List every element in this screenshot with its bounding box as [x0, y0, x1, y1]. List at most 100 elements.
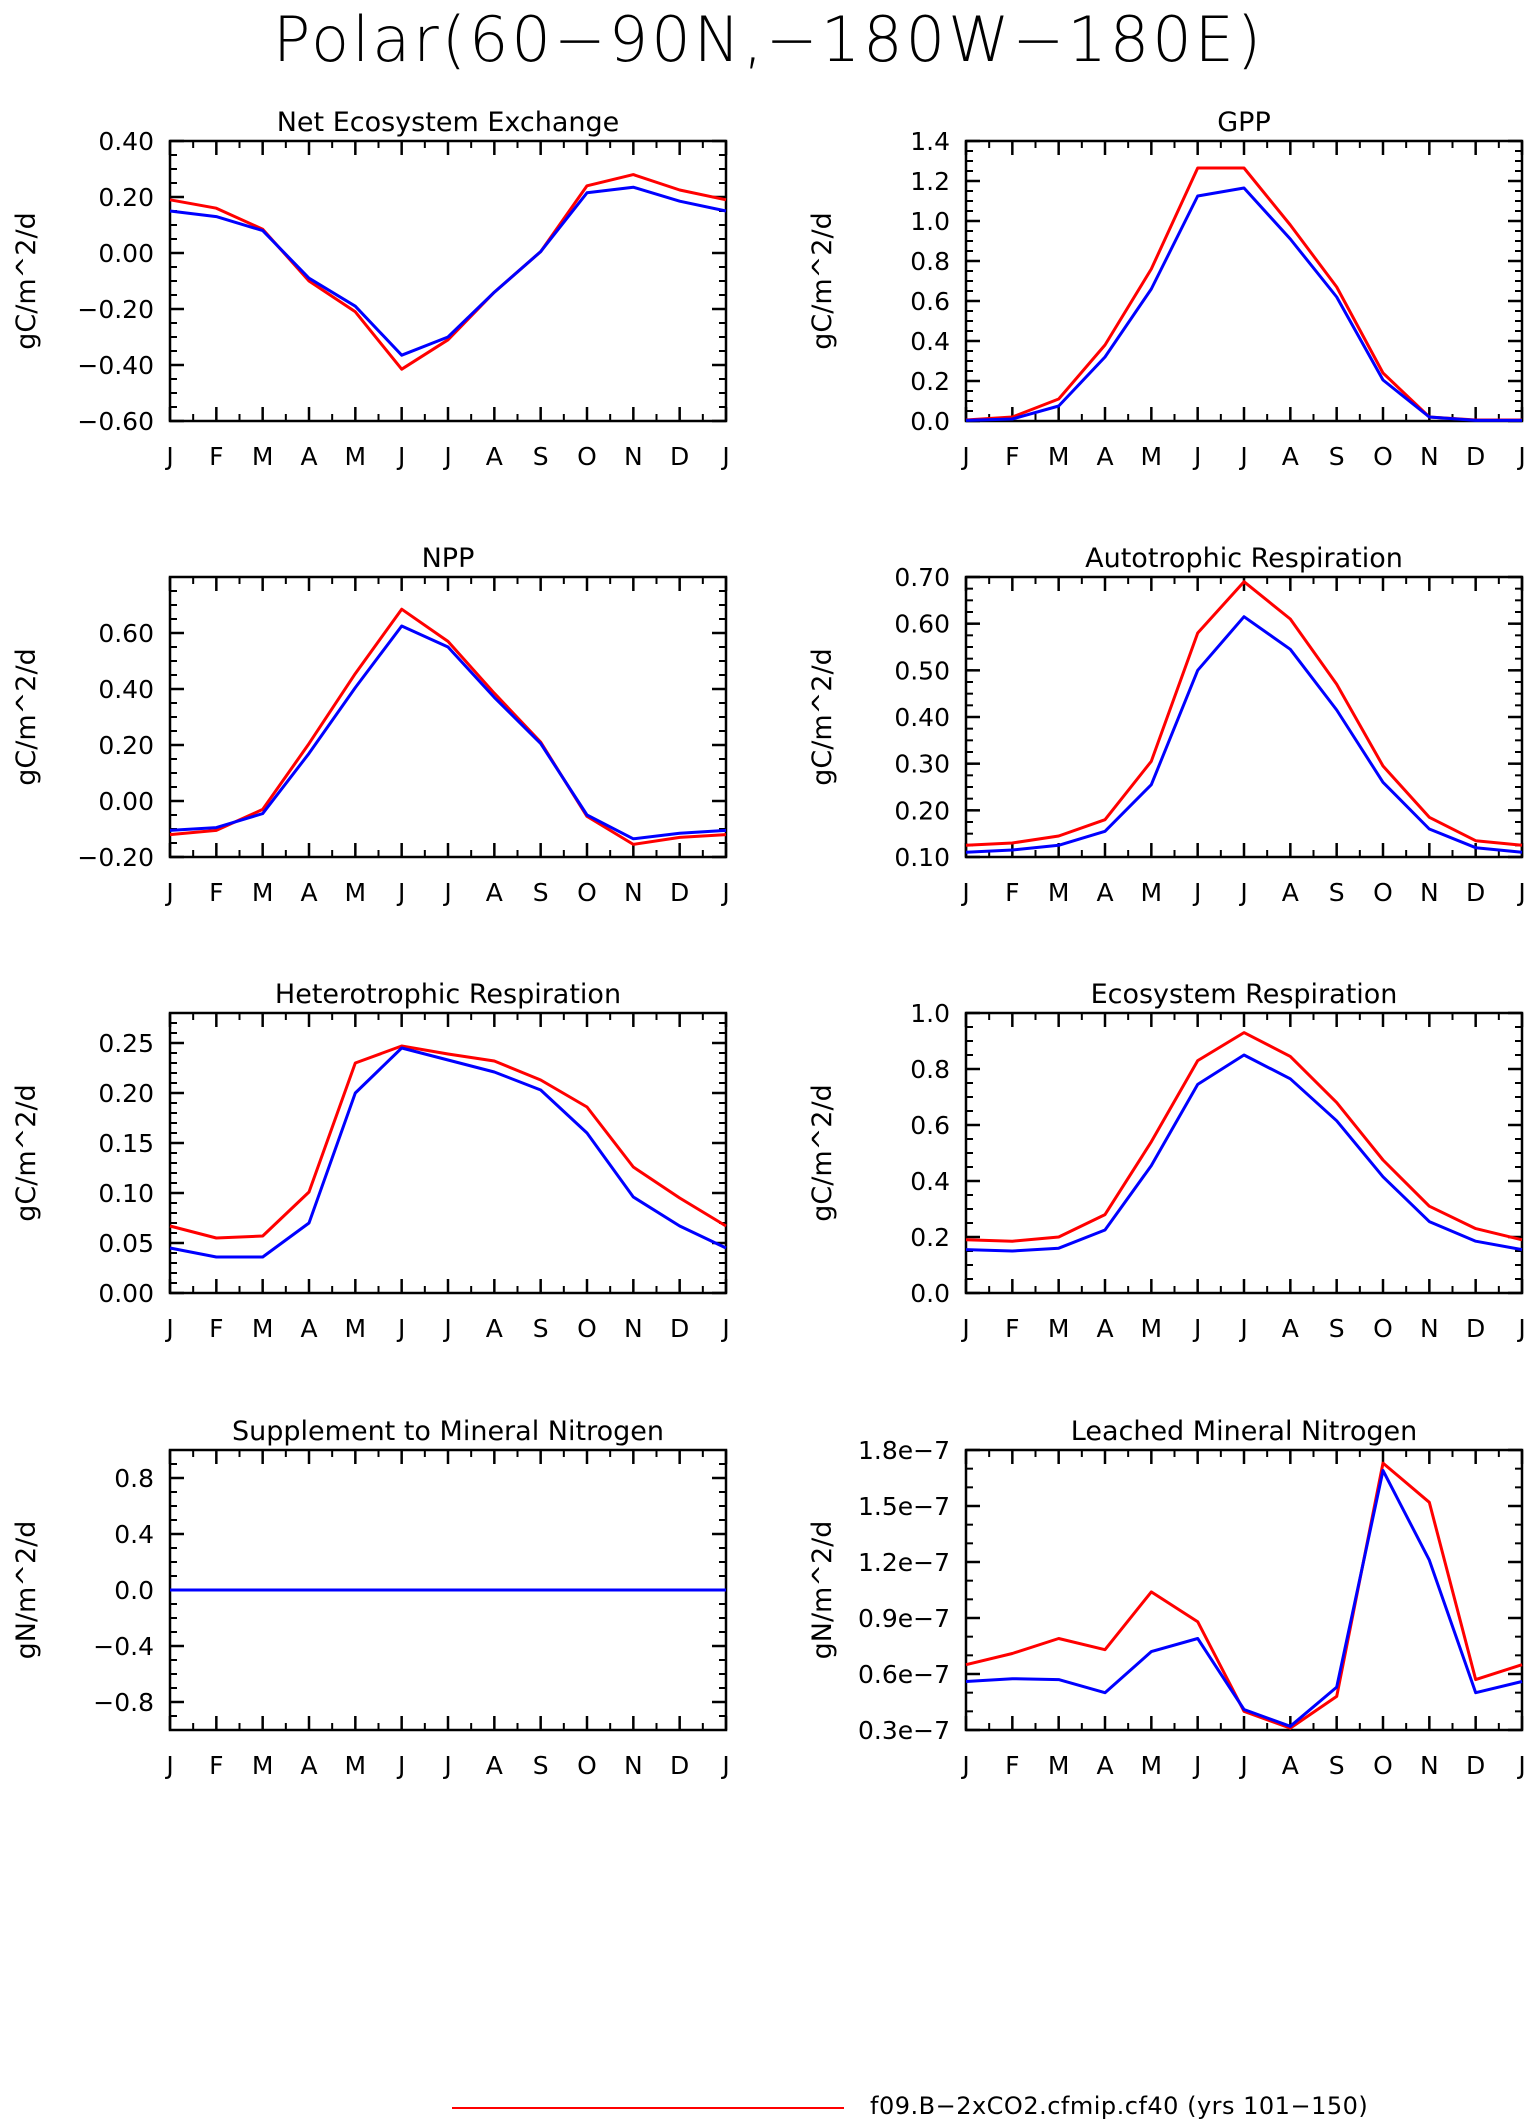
- x-tick-label: O: [577, 442, 597, 471]
- chart-panel-5: Heterotrophic Respiration gC/m^2/d 0.00 0.0…: [11, 979, 730, 1343]
- x-tick-label: D: [1466, 1751, 1485, 1780]
- y-tick-label: 1.5e−7: [858, 1492, 950, 1521]
- x-tick-label: N: [1420, 1314, 1439, 1343]
- x-tick-label: M: [252, 1314, 274, 1343]
- x-tick-label: D: [1466, 1314, 1485, 1343]
- chart-panel-6: Ecosystem Respiration gC/m^2/d 0.0 0.2 0.4 0.…: [807, 979, 1526, 1343]
- y-tick-label: 0.30: [894, 750, 950, 779]
- y-tick-label: 0.2: [910, 367, 950, 396]
- x-tick-label: A: [486, 878, 503, 907]
- x-tick-label: A: [486, 442, 503, 471]
- x-tick-label: J: [164, 442, 173, 471]
- x-tick-label: J: [1192, 1751, 1201, 1780]
- x-tick-label: J: [960, 878, 969, 907]
- series-line-red: [965, 1031, 1523, 1243]
- x-tick-label: A: [1282, 1314, 1299, 1343]
- plot-frame: [168, 139, 728, 423]
- x-tick-label: D: [670, 442, 689, 471]
- y-tick-label: 0.8: [910, 1055, 950, 1084]
- series-line-blue: [169, 1046, 727, 1259]
- x-tick-label: M: [345, 442, 367, 471]
- x-tick-label: J: [396, 1751, 405, 1780]
- x-tick-label: D: [1466, 878, 1485, 907]
- x-tick-label: A: [1282, 1751, 1299, 1780]
- x-tick-label: J: [1238, 1751, 1247, 1780]
- x-tick-label: M: [252, 1751, 274, 1780]
- y-tick-label: 0.9e−7: [858, 1604, 950, 1633]
- x-tick-label: J: [1238, 878, 1247, 907]
- x-tick-label: M: [1141, 1314, 1163, 1343]
- y-tick-label: −0.20: [77, 295, 154, 324]
- y-tick-label: 0.20: [98, 183, 154, 212]
- chart-panel-1: Net Ecosystem Exchange gC/m^2/d −0.60 −0.40…: [11, 107, 730, 471]
- x-tick-label: M: [345, 1751, 367, 1780]
- y-tick-label: 0.8: [114, 1464, 154, 1493]
- y-tick-label: 0.4: [910, 327, 950, 356]
- series-line-red: [169, 607, 727, 846]
- x-tick-label: J: [720, 442, 729, 471]
- series-line-red: [965, 166, 1522, 422]
- y-tick-label: 0.25: [98, 1029, 154, 1058]
- y-axis-label: gN/m^2/d: [11, 1521, 42, 1660]
- x-tick-label: O: [577, 1751, 597, 1780]
- x-tick-label: O: [1373, 1751, 1393, 1780]
- y-tick-label: 0.3e−7: [858, 1716, 950, 1745]
- x-tick-label: J: [442, 878, 451, 907]
- y-tick-label: 0.60: [98, 619, 154, 648]
- x-tick-label: S: [533, 442, 549, 471]
- y-tick-label: 0.40: [98, 675, 154, 704]
- x-tick-label: M: [345, 1314, 367, 1343]
- y-tick-label: 0.50: [894, 656, 950, 685]
- x-tick-label: F: [209, 1314, 223, 1343]
- plot-frame: [964, 139, 1524, 423]
- x-tick-label: J: [1516, 442, 1525, 471]
- x-tick-label: J: [720, 1751, 729, 1780]
- x-tick-label: A: [1096, 1751, 1113, 1780]
- chart-title: Net Ecosystem Exchange: [277, 107, 620, 138]
- x-tick-label: J: [1238, 442, 1247, 471]
- x-tick-label: A: [486, 1314, 503, 1343]
- y-axis-label: gC/m^2/d: [11, 648, 42, 785]
- x-tick-label: D: [670, 1314, 689, 1343]
- y-axis-label: gN/m^2/d: [807, 1521, 838, 1660]
- y-tick-label: 0.10: [894, 843, 950, 872]
- plot-frame: [964, 575, 1524, 859]
- y-tick-label: 1.0: [910, 999, 950, 1028]
- y-axis-label: gC/m^2/d: [807, 1084, 838, 1221]
- series-line-red: [965, 1461, 1523, 1730]
- page-title: Polar(60−90N,−180W−180E): [272, 3, 1265, 76]
- x-tick-label: A: [1096, 442, 1113, 471]
- y-tick-label: 0.10: [98, 1179, 154, 1208]
- chart-title: Leached Mineral Nitrogen: [1071, 1416, 1417, 1447]
- x-tick-label: A: [300, 878, 317, 907]
- chart-title: GPP: [1217, 107, 1271, 138]
- x-tick-label: D: [670, 1751, 689, 1780]
- x-tick-label: S: [533, 1751, 549, 1780]
- x-tick-label: J: [396, 442, 405, 471]
- x-tick-label: O: [577, 878, 597, 907]
- x-tick-label: J: [1516, 878, 1525, 907]
- x-tick-label: M: [1048, 1314, 1070, 1343]
- x-tick-label: F: [209, 1751, 223, 1780]
- y-tick-label: −0.8: [93, 1688, 154, 1717]
- x-tick-label: M: [1048, 878, 1070, 907]
- x-tick-label: J: [396, 878, 405, 907]
- x-tick-label: A: [486, 1751, 503, 1780]
- y-tick-label: 0.0: [114, 1576, 154, 1605]
- x-tick-label: S: [533, 1314, 549, 1343]
- x-tick-label: M: [1141, 1751, 1163, 1780]
- x-tick-label: F: [1005, 878, 1019, 907]
- x-tick-label: J: [442, 1314, 451, 1343]
- y-tick-label: 0.60: [894, 610, 950, 639]
- series-line-blue: [965, 615, 1523, 854]
- x-tick-label: N: [624, 878, 643, 907]
- x-tick-label: S: [1329, 878, 1345, 907]
- x-tick-label: D: [670, 878, 689, 907]
- x-tick-label: N: [624, 1314, 643, 1343]
- x-tick-label: A: [1096, 1314, 1113, 1343]
- chart-panel-8: Leached Mineral Nitrogen gN/m^2/d 0.3e−7 0.…: [807, 1416, 1526, 1780]
- series-line-red: [965, 580, 1523, 847]
- x-tick-label: J: [442, 1751, 451, 1780]
